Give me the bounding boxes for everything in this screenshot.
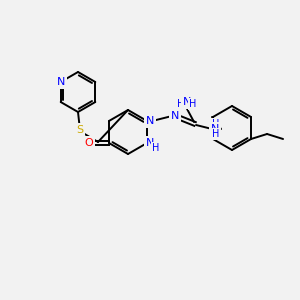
Text: H: H	[177, 99, 185, 109]
Text: N: N	[56, 77, 65, 87]
Text: N: N	[146, 116, 154, 126]
Text: S: S	[76, 125, 84, 135]
Text: H: H	[189, 99, 197, 109]
Text: H: H	[212, 129, 220, 139]
Text: H: H	[212, 119, 220, 129]
Text: N: N	[211, 124, 219, 134]
Text: N: N	[171, 111, 179, 121]
Text: O: O	[85, 138, 93, 148]
Text: H: H	[152, 143, 160, 153]
Text: N: N	[146, 138, 154, 148]
Text: N: N	[183, 97, 191, 107]
